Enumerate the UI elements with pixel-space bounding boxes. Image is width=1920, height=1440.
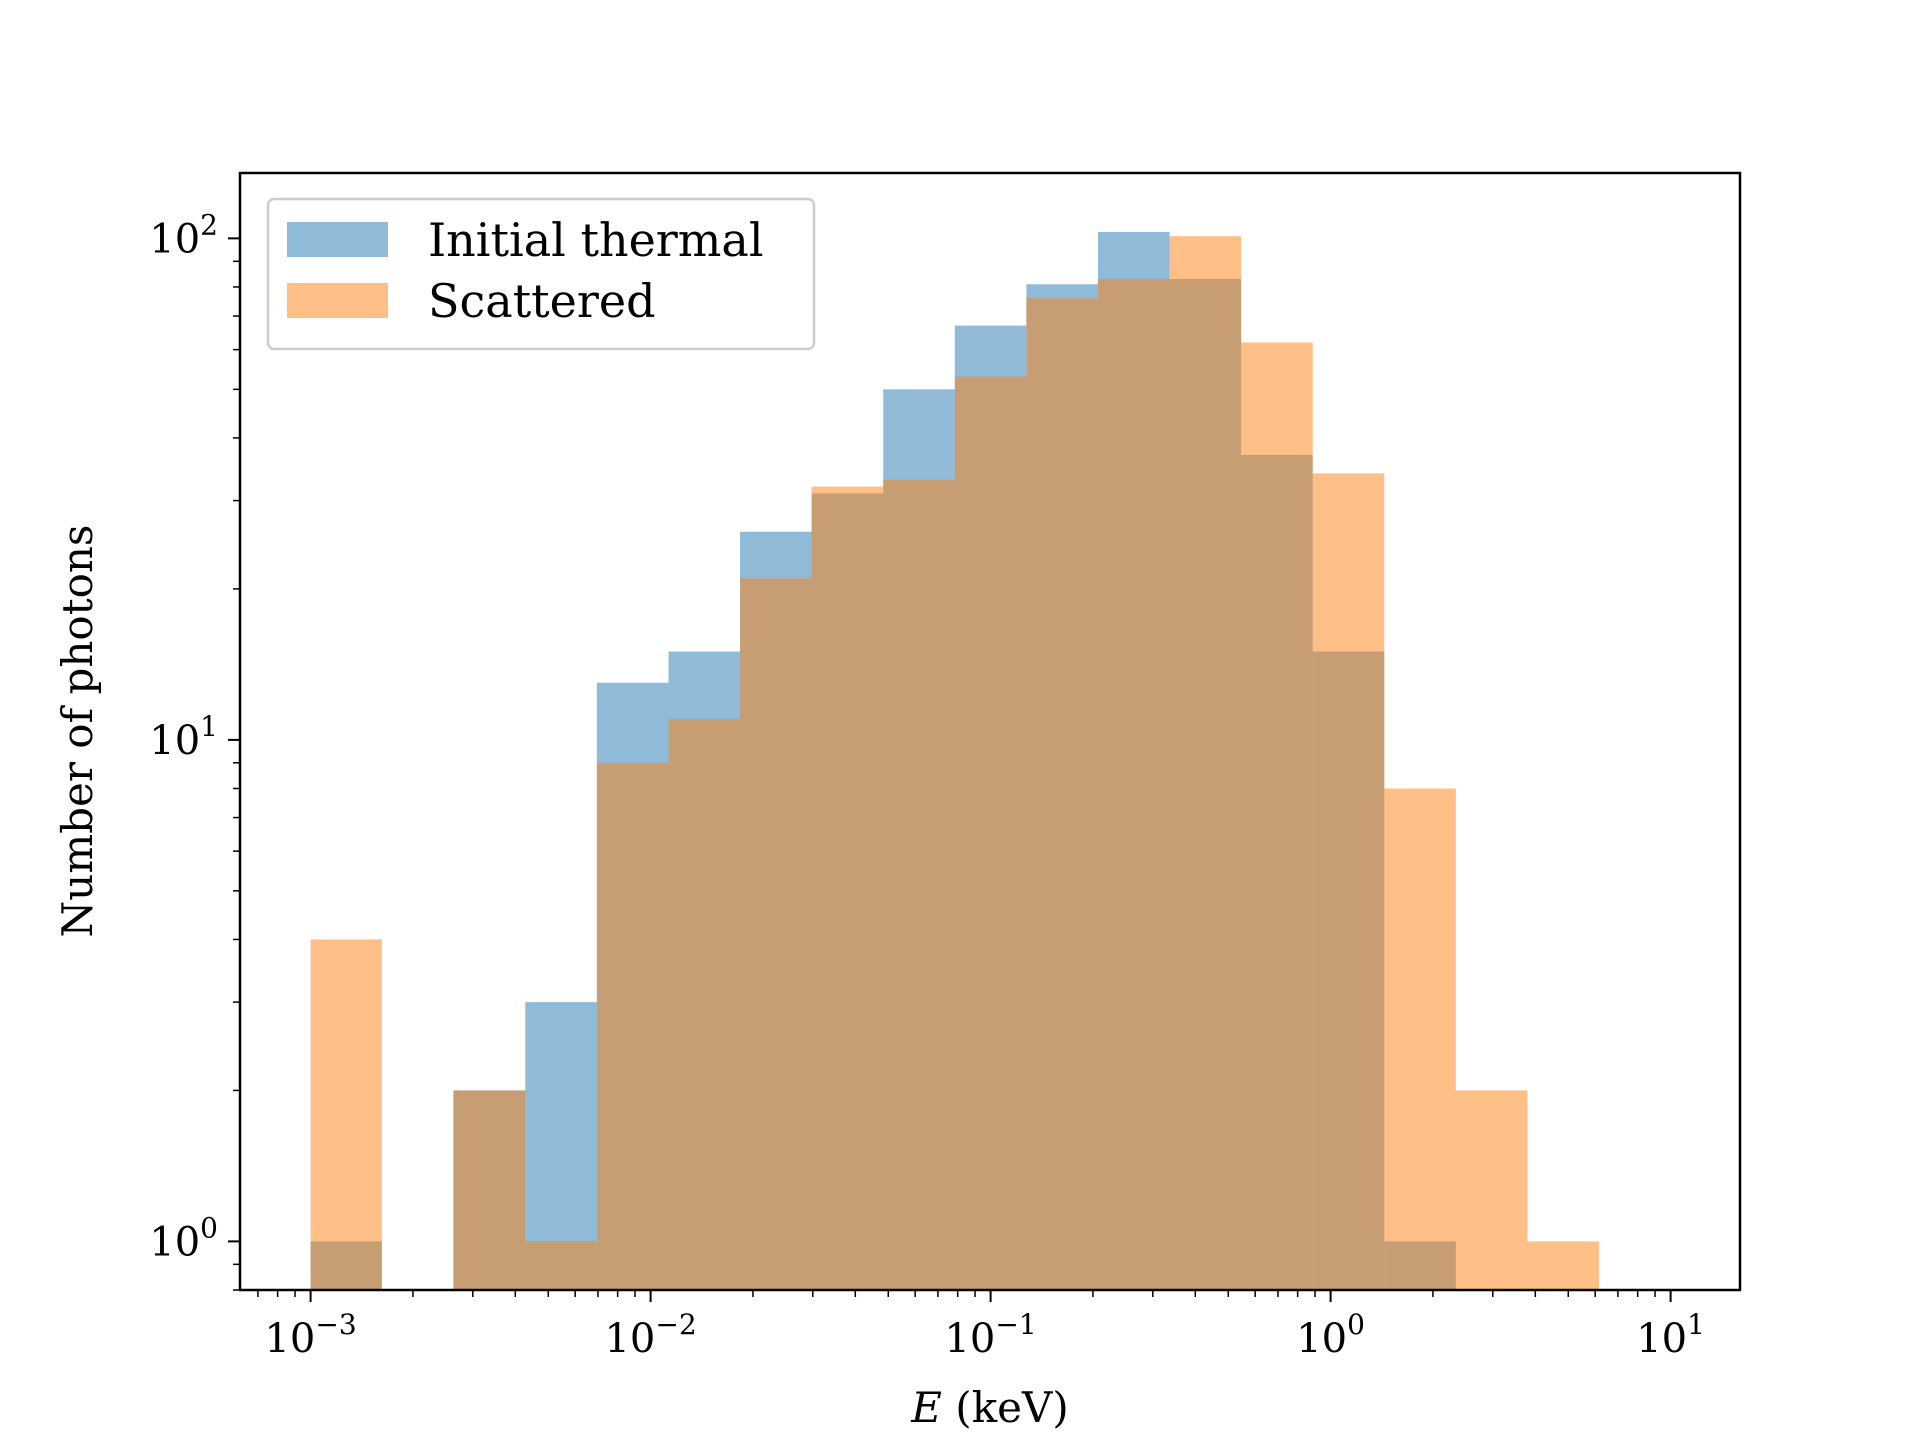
bar-scattered-0 — [310, 939, 382, 1290]
x-axis-label-unit: (keV) — [942, 1383, 1069, 1432]
bar-scattered-15 — [1384, 788, 1456, 1290]
x-tick-base: 10 — [1636, 1316, 1687, 1362]
x-tick-label: 10−1 — [944, 1308, 1036, 1362]
x-tick-base: 10 — [264, 1316, 315, 1362]
legend-swatch-scattered — [287, 283, 388, 318]
x-axis-label-var: E — [910, 1383, 942, 1432]
legend: Initial thermal Scattered — [266, 197, 816, 351]
x-tick-exponent: −2 — [655, 1308, 696, 1341]
bar-scattered-12 — [1169, 236, 1242, 1291]
y-tick-base: 10 — [149, 718, 200, 764]
x-tick-exponent: 1 — [1687, 1308, 1705, 1341]
x-tick-base: 10 — [604, 1316, 655, 1362]
y-tick-exponent: 0 — [200, 1211, 218, 1244]
y-tick-base: 10 — [149, 1219, 200, 1265]
y-tick-label: 101 — [149, 710, 218, 764]
x-axis-label: E (keV) — [910, 1383, 1068, 1432]
bar-scattered-17 — [1527, 1241, 1600, 1290]
bar-scattered-9 — [954, 376, 1027, 1290]
legend-label-scattered: Scattered — [428, 274, 656, 328]
bars-layer — [310, 231, 1600, 1291]
bar-scattered-14 — [1312, 473, 1385, 1291]
legend-swatch-initial-thermal — [287, 222, 388, 257]
bar-scattered-3 — [525, 1241, 597, 1290]
bar-scattered-13 — [1241, 342, 1313, 1291]
bar-scattered-4 — [596, 762, 669, 1290]
bar-scattered-7 — [811, 486, 884, 1290]
x-tick-exponent: 0 — [1347, 1308, 1365, 1341]
bar-scattered-8 — [883, 479, 955, 1291]
x-tick-base: 10 — [1296, 1316, 1347, 1362]
legend-label-initial-thermal: Initial thermal — [428, 213, 764, 267]
bar-scattered-10 — [1026, 298, 1098, 1290]
x-tick-base: 10 — [944, 1316, 995, 1362]
y-tick-exponent: 2 — [200, 208, 218, 241]
bar-scattered-16 — [1455, 1090, 1528, 1290]
x-tick-label: 101 — [1636, 1308, 1705, 1362]
x-tick-label: 100 — [1296, 1308, 1365, 1362]
y-axis-label: Number of photons — [53, 525, 102, 938]
bar-scattered-11 — [1097, 278, 1170, 1290]
bar-scattered-2 — [453, 1090, 526, 1290]
y-tick-exponent: 1 — [200, 710, 218, 743]
y-tick-label: 100 — [149, 1211, 218, 1265]
bar-scattered-6 — [740, 578, 812, 1290]
y-tick-base: 10 — [149, 216, 200, 262]
x-tick-label: 10−3 — [264, 1308, 356, 1362]
x-tick-exponent: −3 — [315, 1308, 356, 1341]
legend-box — [266, 197, 816, 351]
x-tick-exponent: −1 — [995, 1308, 1036, 1341]
x-axis: 10−3 10−2 10−1 100 101 — [257, 1290, 1705, 1362]
y-tick-label: 102 — [149, 208, 218, 262]
bar-scattered-5 — [668, 719, 741, 1290]
x-tick-label: 10−2 — [604, 1308, 696, 1362]
